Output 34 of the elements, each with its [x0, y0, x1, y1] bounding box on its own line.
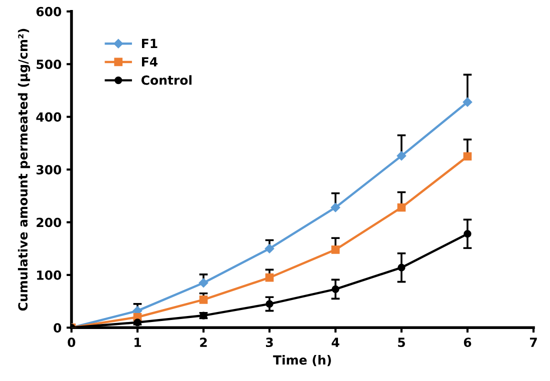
x-axis-title: Time (h) — [273, 355, 331, 366]
y-tick-label: 0 — [54, 323, 62, 333]
x-tick-label: 0 — [68, 338, 76, 348]
point — [331, 245, 340, 254]
legend-label: F1 — [142, 38, 158, 48]
x-tick-label: 2 — [200, 338, 207, 347]
point — [462, 97, 472, 107]
point — [266, 300, 274, 308]
x-tick-label: 7 — [530, 338, 537, 347]
x-tick-label: 3 — [266, 338, 273, 348]
legend-label: Control — [141, 75, 192, 85]
point — [464, 230, 472, 238]
point — [265, 273, 274, 282]
x-tick-label: 5 — [398, 338, 405, 348]
y-axis-title: Cumulative amount permeated (µg/cm²) — [18, 28, 30, 311]
point — [264, 244, 274, 254]
point — [463, 152, 472, 161]
y-tick-label: 100 — [37, 270, 62, 280]
point — [330, 202, 340, 212]
y-tick-label: 200 — [36, 218, 62, 228]
point — [332, 285, 340, 294]
x-tick-label: 6 — [464, 338, 472, 348]
point — [198, 278, 208, 288]
x-tick-label: 4 — [332, 338, 340, 347]
x-tick-label: 1 — [134, 338, 141, 347]
point — [397, 203, 406, 212]
point — [199, 296, 208, 304]
y-tick-label: 300 — [36, 165, 62, 174]
point — [396, 151, 406, 160]
y-tick-label: 500 — [36, 60, 62, 70]
legend-label: F4 — [142, 57, 158, 66]
y-tick-label: 400 — [36, 112, 62, 122]
point — [398, 264, 406, 272]
y-tick-label: 600 — [36, 6, 62, 16]
